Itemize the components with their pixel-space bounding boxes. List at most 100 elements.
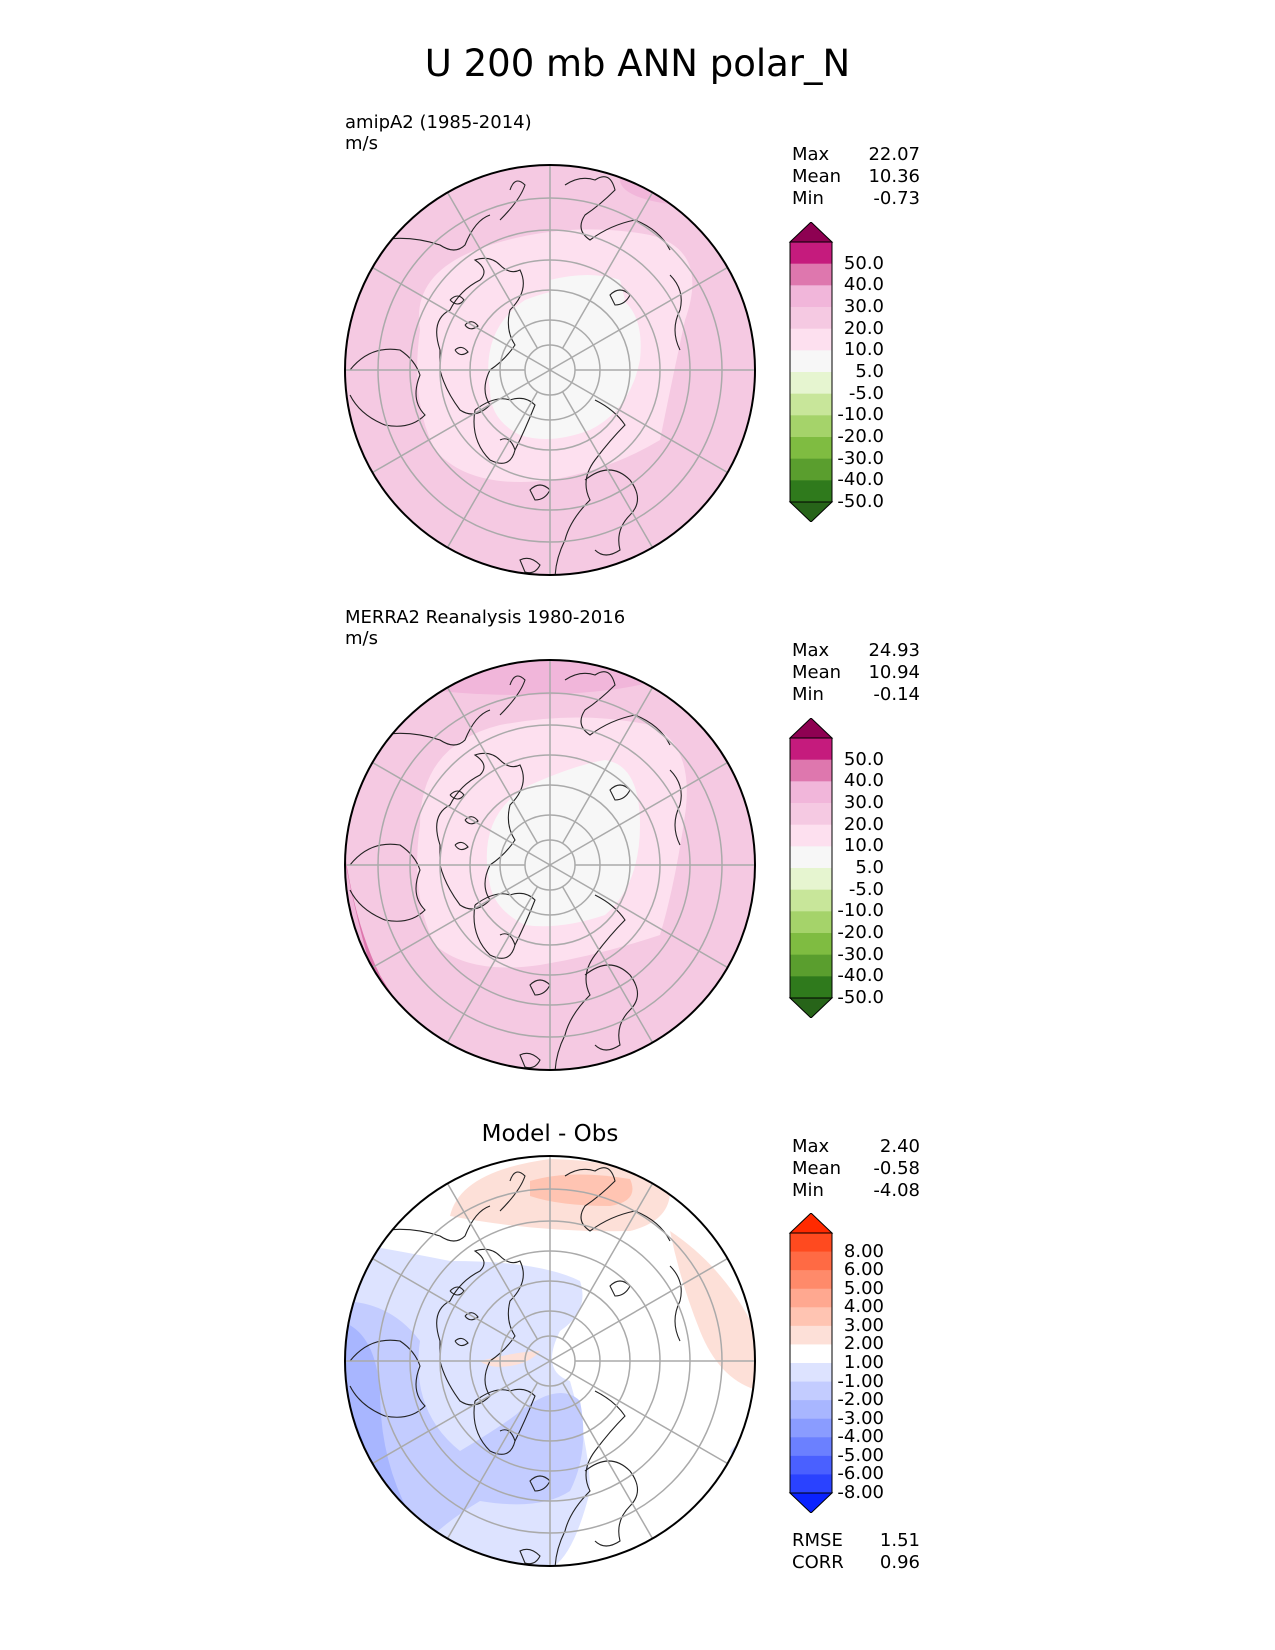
coastline <box>349 348 426 427</box>
colorbar-extend-min <box>788 997 834 1018</box>
meridian-gridline <box>527 369 551 384</box>
stat-name: Max <box>792 144 830 165</box>
colorbar-segment <box>790 415 832 438</box>
meridian-gridline <box>367 1372 529 1467</box>
meridian-gridline <box>444 391 539 553</box>
meridian-gridline <box>549 356 573 371</box>
colorbar-tick-label: 20.0 <box>843 813 884 835</box>
meridian-gridline <box>561 187 656 349</box>
colorbar-tick-label: 4.00 <box>843 1296 884 1318</box>
meridian-gridline <box>549 369 573 384</box>
colorbar-segment <box>790 911 832 934</box>
stat-name: Max <box>792 640 830 661</box>
coastline <box>473 892 536 959</box>
colorbar-segment <box>790 1307 832 1327</box>
colorbar-extend-max <box>788 718 834 739</box>
colorbar-segment <box>790 458 832 481</box>
colorbar-tick-label: -20.0 <box>837 426 884 447</box>
colorbar-segment <box>790 1400 832 1420</box>
colorbar-tick-label: -5.0 <box>848 878 884 900</box>
meridian-gridline <box>527 356 551 371</box>
coastline <box>379 1205 491 1242</box>
coastline <box>584 964 639 1051</box>
colorbar-segment <box>790 1474 832 1494</box>
coastline <box>349 843 426 922</box>
coastline <box>584 1460 639 1547</box>
colorbar-tick-label: -50.0 <box>837 987 884 1008</box>
meridian-gridline <box>571 264 733 359</box>
coastline <box>499 675 526 716</box>
panel-2-case-label: MERRA2 Reanalysis 1980-2016 <box>345 607 626 628</box>
coastline <box>436 257 524 415</box>
stat-value: 22.07 <box>868 144 920 165</box>
coastline <box>449 790 465 800</box>
coastline <box>449 1286 465 1296</box>
figure-title: U 200 mb ANN polar_N <box>424 42 851 85</box>
colorbar-tick-label: 2.00 <box>843 1333 884 1355</box>
metric-name: RMSE <box>792 1530 843 1551</box>
coastline <box>454 346 469 356</box>
coastline <box>436 1248 524 1406</box>
stat-value: -0.58 <box>873 1158 920 1179</box>
colorbar-tick-label: 10.0 <box>843 339 884 361</box>
coastline <box>554 1390 626 1566</box>
colorbar-tick-label: -2.00 <box>837 1389 884 1411</box>
coastline <box>519 1052 541 1069</box>
colorbar-segment <box>790 1418 832 1438</box>
colorbar-tick-label: -40.0 <box>837 965 884 987</box>
colorbar-segment <box>790 307 832 330</box>
meridian-gridline <box>367 759 529 854</box>
colorbar-difference <box>788 1213 834 1513</box>
coastline <box>554 399 626 575</box>
colorbar-segment <box>790 868 832 891</box>
colorbar-outline <box>789 241 833 503</box>
colorbar-extend-min <box>788 501 834 522</box>
colorbar-tick-label: 8.00 <box>843 1240 884 1262</box>
coastline <box>499 1171 526 1212</box>
stat-name: Min <box>792 684 824 705</box>
panel-3-title: Model - Obs <box>481 1121 619 1147</box>
colorbar-segment <box>790 285 832 308</box>
meridian-gridline <box>549 1347 573 1362</box>
stat-value: -0.14 <box>873 684 920 705</box>
panel-1-case-label: amipA2 (1985-2014) <box>345 112 532 133</box>
colorbar-segment <box>790 350 832 373</box>
panel-3-stats: Max 2.40 Mean -0.58 Min -4.08 <box>792 1136 920 1202</box>
meridian-gridline <box>527 1360 551 1375</box>
colorbar-segment <box>790 803 832 826</box>
colorbar-segment <box>790 1270 832 1290</box>
coastline <box>519 1548 541 1565</box>
colorbar-segment <box>790 781 832 804</box>
colorbar-segment <box>790 1381 832 1401</box>
colorbar-tick-label: -10.0 <box>837 900 884 922</box>
coastline <box>473 397 536 464</box>
panel-1-label: amipA2 (1985-2014) m/s <box>345 112 532 154</box>
meridian-gridline <box>561 682 656 844</box>
stat-value: -0.73 <box>873 188 920 209</box>
meridian-gridline <box>527 1347 551 1362</box>
colorbar-obs <box>788 718 834 1018</box>
colorbar-tick-label: -40.0 <box>837 469 884 491</box>
coastline <box>499 180 526 221</box>
stat-value: 10.36 <box>868 166 920 187</box>
stat-value: 10.94 <box>868 662 920 683</box>
colorbar-tick-label: -30.0 <box>837 943 884 965</box>
stat-value: 2.40 <box>879 1136 920 1157</box>
colorbar-extend-min <box>788 1492 834 1513</box>
colorbar-tick-label: 5.00 <box>843 1277 884 1299</box>
colorbar-segment <box>790 437 832 460</box>
stat-name: Mean <box>792 166 842 187</box>
colorbar-segment <box>790 1344 832 1364</box>
coastline <box>379 709 491 746</box>
colorbar-tick-label: 30.0 <box>843 296 884 317</box>
colorbar-segment <box>790 1288 832 1308</box>
meridian-gridline <box>367 264 529 359</box>
colorbar-tick-label: 40.0 <box>843 274 884 296</box>
colorbar-segment <box>790 1437 832 1457</box>
meridian-gridline <box>561 391 656 553</box>
meridian-gridline <box>367 381 529 476</box>
colorbar-tick-label: -20.0 <box>837 922 884 943</box>
meridian-gridline <box>561 1178 656 1340</box>
coastline <box>669 274 682 351</box>
stat-value: 24.93 <box>868 640 920 661</box>
